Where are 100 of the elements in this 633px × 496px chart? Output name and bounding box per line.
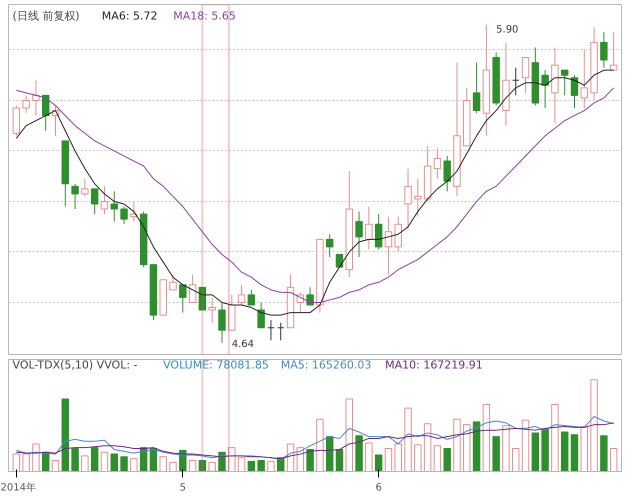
bar [492,436,500,472]
candlestick [110,190,118,222]
x-tick-label: 5 [180,482,186,494]
bar [482,404,490,472]
candlestick [336,254,344,268]
bar [238,457,246,472]
bar [120,456,128,472]
bar [296,447,304,472]
bar [414,444,422,472]
x-tick-label: 2014年 [0,482,36,494]
candlestick [374,214,382,250]
bar [81,455,89,472]
candlestick [365,206,373,250]
bar [600,435,608,472]
candlestick [276,322,284,341]
bar [522,420,530,472]
bar [228,447,236,472]
bar [355,435,363,472]
candlestick [218,302,226,344]
bar [502,425,510,472]
bar [150,448,158,472]
candlestick [267,320,275,341]
candlestick [248,289,256,306]
text: MA6: 5.72 [102,10,158,22]
bar [610,448,618,472]
text: MA10: 167219.91 [385,358,483,372]
bar [560,432,568,472]
candlestick [414,178,422,218]
bar [22,454,30,472]
bar [404,408,412,472]
text: (日线 前复权) [12,10,80,22]
candlestick [22,94,30,114]
candlestick [120,206,128,225]
bar [434,445,442,472]
bar [248,460,256,472]
bar [62,398,70,472]
bar [130,458,138,472]
bar [590,379,598,472]
bar [52,460,60,472]
candlestick [306,286,314,306]
annotation: 4.64 [232,338,254,350]
bar [140,447,148,472]
candlestick [394,216,402,252]
bar [188,460,196,472]
bar [472,421,480,472]
text: MA18: 5.65 [173,10,236,22]
bar [570,434,578,472]
candlestick [512,67,520,96]
bar [306,448,314,472]
bar [551,404,559,472]
candlestick [81,178,89,197]
candlestick [208,296,216,324]
bar [365,442,373,472]
candlestick [90,188,98,215]
bar [257,460,265,472]
candlestick [198,286,206,311]
candlestick [443,156,451,192]
candlestick [169,274,177,290]
bar [110,454,118,472]
bar [100,452,108,472]
bar [541,428,549,472]
bar [424,423,432,472]
candlestick [404,168,412,230]
candlestick [257,302,265,328]
bar [316,418,324,472]
bar [394,443,402,472]
candlestick [100,186,108,215]
text: VOLUME: 78081.85 [163,358,269,372]
candlestick [179,284,187,314]
bar [326,436,334,472]
candlestick [434,148,442,180]
bar [346,398,354,472]
bar [384,448,392,472]
candlestick [522,57,530,94]
x-tick-label: 6 [375,482,382,494]
candlestick [570,74,578,109]
text: MA5: 165260.03 [280,358,372,372]
bar [198,460,206,472]
chart-title: VOL-TDX(5,10) VVOL: - [12,358,138,372]
candlestick [42,94,50,132]
candlestick [71,183,79,210]
candlestick [600,32,608,68]
bar [32,443,40,472]
bar [12,454,20,472]
bar [208,462,216,472]
bar [532,432,540,472]
bar [71,448,79,472]
bar [512,448,520,472]
bar [374,454,382,472]
candlestick [355,211,363,258]
candlestick [326,234,334,258]
candlestick [238,284,246,306]
candlestick [188,274,196,303]
bar [218,452,226,472]
bar [267,460,275,472]
candlestick [541,70,549,109]
candlestick [560,70,568,96]
bar [443,448,451,472]
candlestick [384,216,392,276]
bar [159,456,167,472]
